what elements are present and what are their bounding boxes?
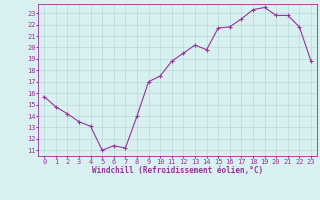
X-axis label: Windchill (Refroidissement éolien,°C): Windchill (Refroidissement éolien,°C) <box>92 166 263 175</box>
